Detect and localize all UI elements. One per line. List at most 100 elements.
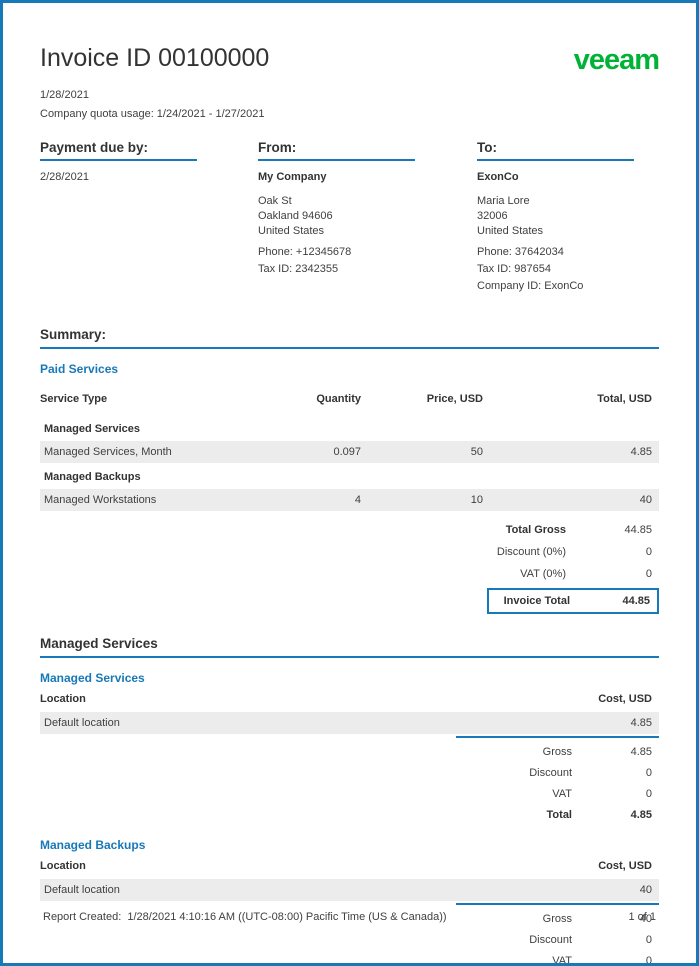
cell-service: Managed Services, Month xyxy=(44,446,172,458)
cell-total: 40 xyxy=(639,494,652,506)
discount-row: Discount (0%) 0 xyxy=(40,541,659,563)
quota-usage: Company quota usage: 1/24/2021 - 1/27/20… xyxy=(40,108,265,120)
invoice-total-box: Invoice Total 44.85 xyxy=(487,588,659,614)
cell-service: Managed Workstations xyxy=(44,494,157,506)
gross-row: Gross 40 xyxy=(456,908,659,929)
cell-quantity: 0.097 xyxy=(333,446,361,458)
summary-table: Service Type Quantity Price, USD Total, … xyxy=(40,387,659,511)
discount-label: Discount xyxy=(529,933,572,946)
discount-row: Discount 0 xyxy=(456,929,659,950)
discount-value: 0 xyxy=(645,766,652,779)
subsection-title-managed-backups: Managed Backups xyxy=(40,838,146,852)
total-label: Total xyxy=(546,808,572,821)
discount-value: 0 xyxy=(645,546,652,558)
col-cost: Cost, USD xyxy=(598,693,652,705)
gross-row: Gross 4.85 xyxy=(456,741,659,762)
table-row: Default location 4.85 xyxy=(40,712,659,734)
col-price: Price, USD xyxy=(426,393,483,405)
footer: Report Created: 1/28/2021 4:10:16 AM ((U… xyxy=(43,911,656,923)
col-service-type: Service Type xyxy=(40,393,108,405)
gross-label: Gross xyxy=(542,912,572,925)
col-quantity: Quantity xyxy=(316,393,361,405)
invoice-date: 1/28/2021 xyxy=(40,89,89,101)
subsection-totals: Gross 40 Discount 0 VAT 0 Total 40 xyxy=(456,903,659,966)
summary-table-header: Service Type Quantity Price, USD Total, … xyxy=(40,387,659,415)
total-value: 4.85 xyxy=(630,808,652,821)
paid-services-title: Paid Services xyxy=(40,362,119,376)
payment-due-block: Payment due by: 2/28/2021 xyxy=(40,140,258,296)
invoice-total-value: 44.85 xyxy=(622,595,650,607)
from-address-line: Oakland 94606 xyxy=(258,210,333,222)
page-title: Invoice ID 00100000 xyxy=(40,44,270,72)
vat-row: VAT (0%) 0 xyxy=(40,563,659,585)
col-location: Location xyxy=(40,860,86,872)
to-company-id: Company ID: ExonCo xyxy=(477,280,584,292)
col-location: Location xyxy=(40,693,86,705)
group-header-managed-backups: Managed Backups xyxy=(44,471,141,483)
cell-total: 4.85 xyxy=(630,446,652,458)
discount-row: Discount 0 xyxy=(456,762,659,783)
subsection-title-managed-services: Managed Services xyxy=(40,671,145,685)
from-address-line: Oak St xyxy=(258,195,292,207)
summary-heading: Summary: xyxy=(40,327,659,349)
discount-label: Discount xyxy=(529,766,572,779)
report-created-text: Report Created: 1/28/2021 4:10:16 AM ((U… xyxy=(43,911,447,923)
to-address-line: Maria Lore xyxy=(477,195,530,207)
col-cost: Cost, USD xyxy=(598,860,652,872)
total-gross-row: Total Gross 44.85 xyxy=(40,519,659,541)
gross-label: Gross xyxy=(542,745,572,758)
header: Invoice ID 00100000 veeam xyxy=(40,3,660,76)
subsection-totals: Gross 4.85 Discount 0 VAT 0 Total 4.85 xyxy=(456,736,659,825)
veeam-logo: veeam xyxy=(573,44,660,76)
table-row: Managed Services, Month 0.097 50 4.85 xyxy=(40,441,659,463)
vat-value: 0 xyxy=(645,954,652,966)
from-company-name: My Company xyxy=(258,171,327,183)
total-row: Total 4.85 xyxy=(456,804,659,825)
to-heading: To: xyxy=(477,140,634,161)
to-tax-id: Tax ID: 987654 xyxy=(477,263,551,275)
vat-value: 0 xyxy=(645,568,652,580)
table-row: Managed Workstations 4 10 40 xyxy=(40,489,659,511)
cell-cost: 4.85 xyxy=(630,717,652,729)
cell-location: Default location xyxy=(44,884,120,896)
summary-totals: Total Gross 44.85 Discount (0%) 0 VAT (0… xyxy=(40,519,659,614)
location-table-header: Location Cost, USD xyxy=(40,852,659,879)
to-address-line: 32006 xyxy=(477,210,508,222)
table-row: Default location 40 xyxy=(40,879,659,901)
gross-value: 40 xyxy=(639,912,652,925)
location-table-header: Location Cost, USD xyxy=(40,685,659,712)
discount-label: Discount (0%) xyxy=(496,546,566,558)
total-gross-label: Total Gross xyxy=(505,524,566,536)
vat-label: VAT xyxy=(552,954,572,966)
col-total: Total, USD xyxy=(597,393,652,405)
parties-section: Payment due by: 2/28/2021 From: My Compa… xyxy=(40,140,659,296)
gross-value: 4.85 xyxy=(630,745,652,758)
page-number: 1 of 1 xyxy=(628,911,656,923)
cell-price: 50 xyxy=(470,446,483,458)
total-gross-value: 44.85 xyxy=(624,524,652,536)
cell-price: 10 xyxy=(470,494,483,506)
vat-label: VAT xyxy=(552,787,572,800)
vat-value: 0 xyxy=(645,787,652,800)
details-heading: Managed Services xyxy=(40,636,659,658)
to-block: To: ExonCo Maria Lore 32006 United State… xyxy=(477,140,659,296)
from-heading: From: xyxy=(258,140,415,161)
from-address-line: United States xyxy=(258,225,325,237)
from-tax-id: Tax ID: 2342355 xyxy=(258,263,339,275)
vat-label: VAT (0%) xyxy=(520,568,566,580)
from-phone: Phone: +12345678 xyxy=(258,246,352,258)
vat-row: VAT 0 xyxy=(456,950,659,966)
cell-cost: 40 xyxy=(639,884,652,896)
payment-due-date: 2/28/2021 xyxy=(40,171,89,183)
from-block: From: My Company Oak St Oakland 94606 Un… xyxy=(258,140,477,296)
group-header-managed-services: Managed Services xyxy=(44,423,140,435)
discount-value: 0 xyxy=(645,933,652,946)
cell-location: Default location xyxy=(44,717,120,729)
to-address-line: United States xyxy=(477,225,544,237)
vat-row: VAT 0 xyxy=(456,783,659,804)
to-phone: Phone: 37642034 xyxy=(477,246,564,258)
to-company-name: ExonCo xyxy=(477,171,519,183)
invoice-total-label: Invoice Total xyxy=(503,595,570,607)
cell-quantity: 4 xyxy=(354,494,361,506)
